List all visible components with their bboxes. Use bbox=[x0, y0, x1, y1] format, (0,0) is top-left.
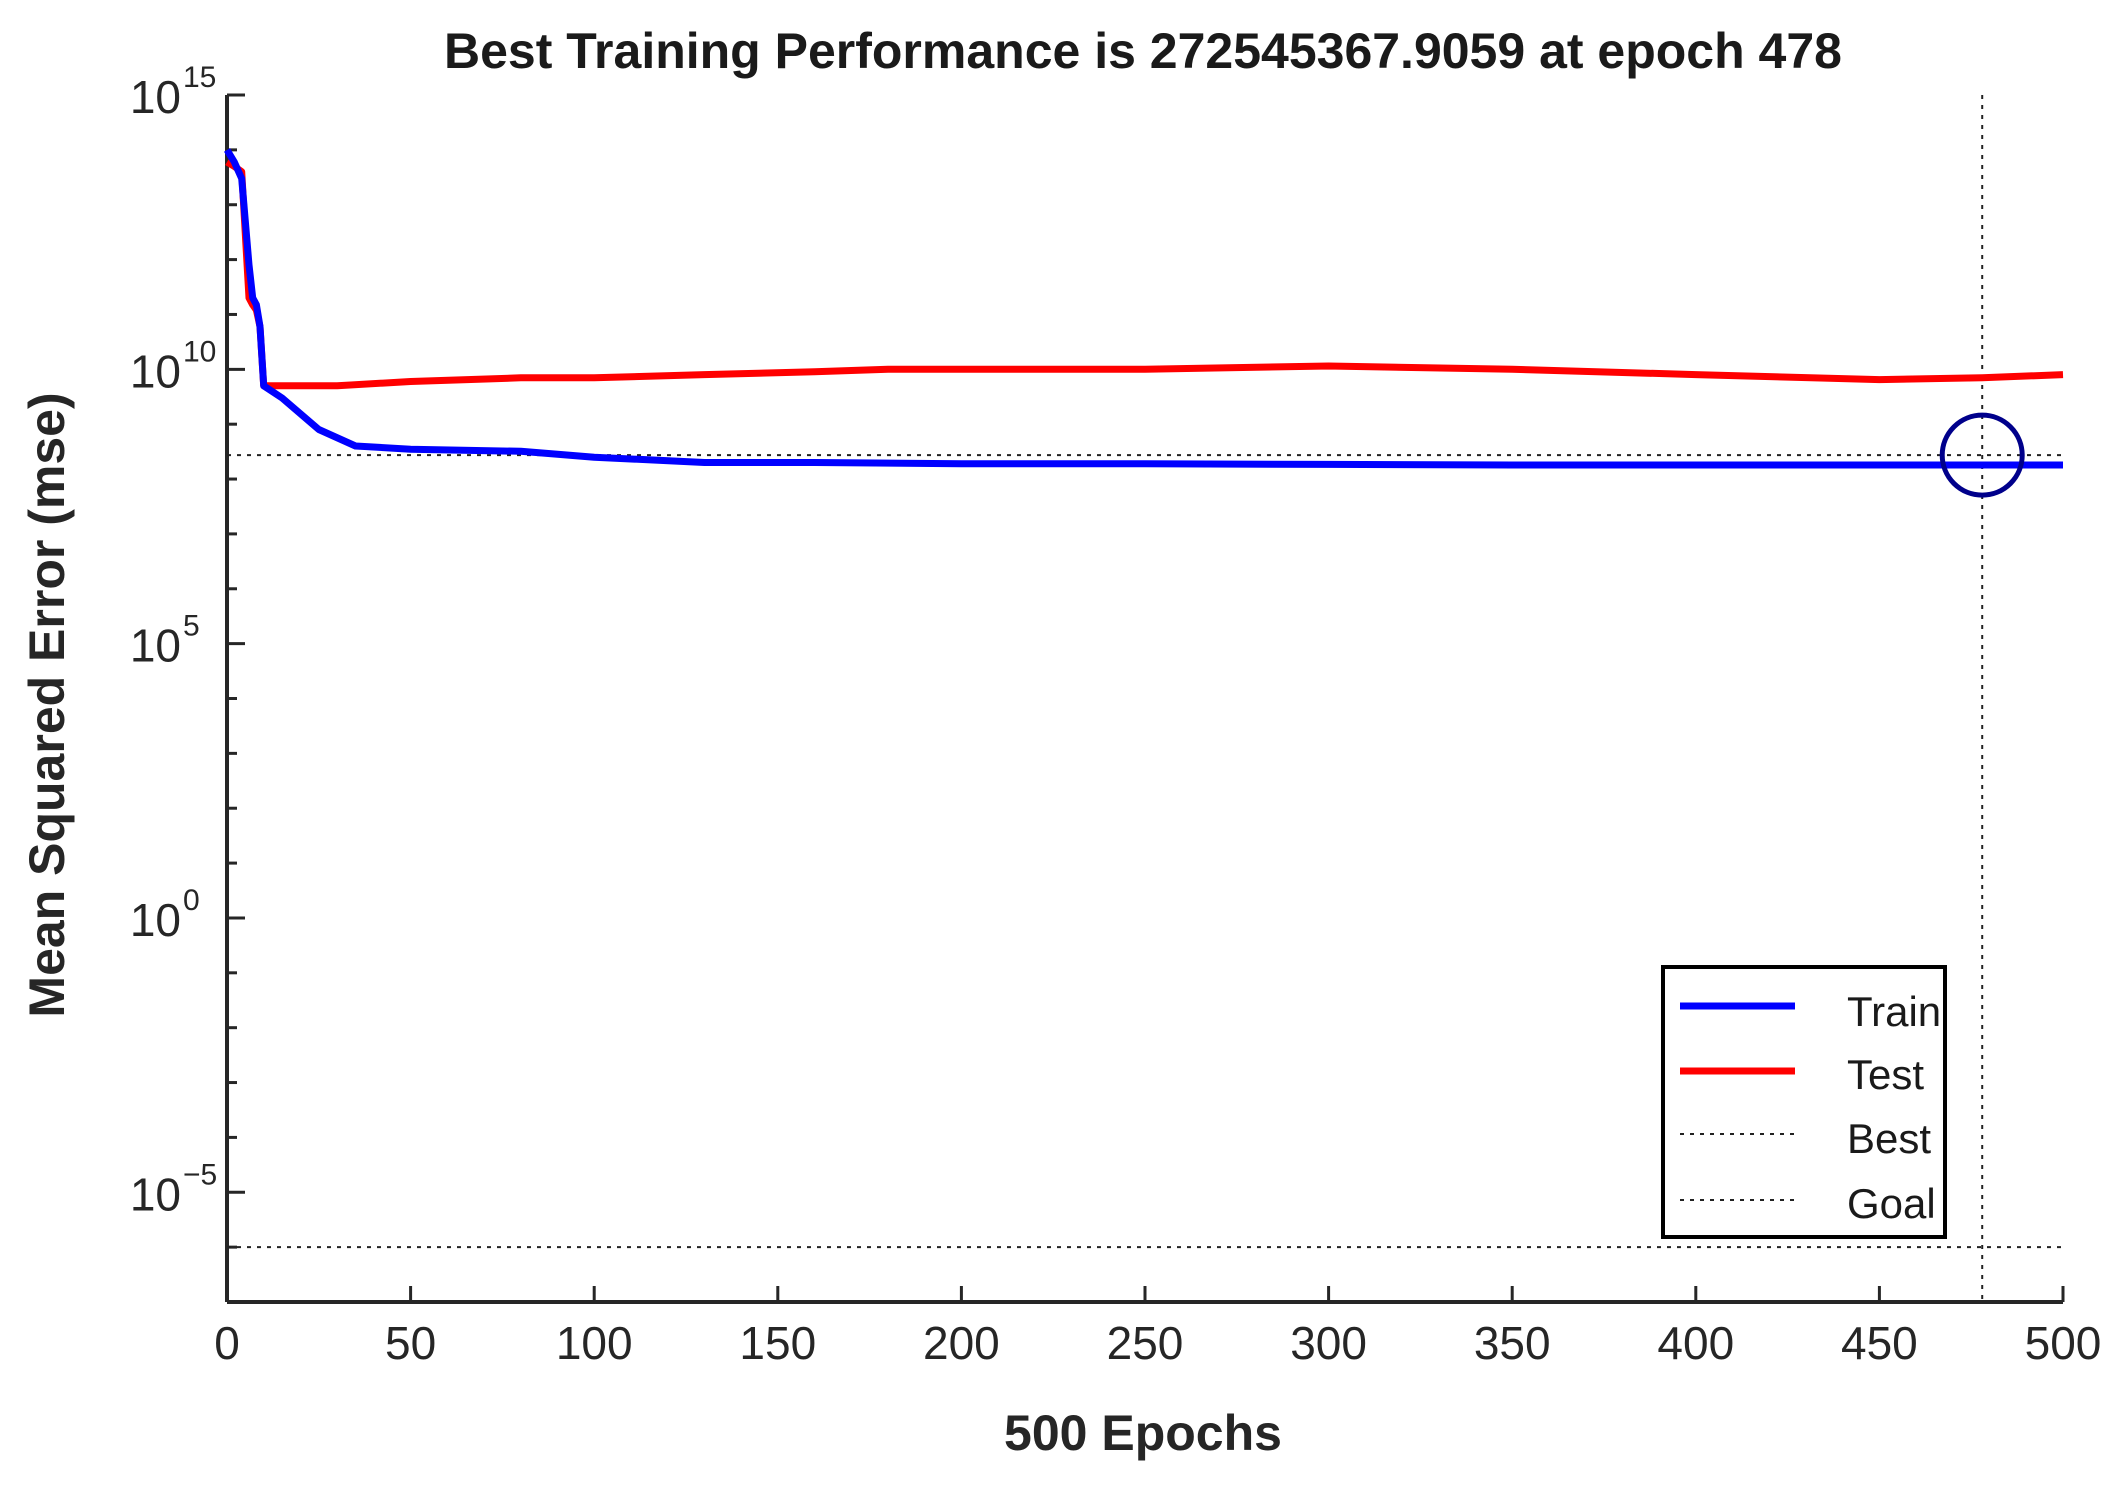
legend-test-label: Test bbox=[1847, 1051, 1924, 1098]
x-tick-label: 50 bbox=[385, 1317, 436, 1369]
y-tick-label: 10 bbox=[130, 71, 181, 123]
legend-best-label: Best bbox=[1847, 1115, 1931, 1162]
x-tick-label: 400 bbox=[1657, 1317, 1734, 1369]
y-tick-label: 10 bbox=[130, 620, 181, 672]
x-tick-label: 200 bbox=[923, 1317, 1000, 1369]
x-tick-label: 300 bbox=[1290, 1317, 1367, 1369]
y-tick-exponent: 15 bbox=[183, 61, 216, 94]
x-tick-label: 100 bbox=[556, 1317, 633, 1369]
y-tick-exponent: −5 bbox=[183, 1158, 217, 1191]
y-tick-exponent: 5 bbox=[183, 610, 200, 643]
legend-goal-label: Goal bbox=[1847, 1180, 1936, 1227]
x-tick-label: 450 bbox=[1841, 1317, 1918, 1369]
x-tick-label: 350 bbox=[1474, 1317, 1551, 1369]
y-tick-exponent: 0 bbox=[183, 884, 200, 917]
y-tick-label: 10 bbox=[130, 345, 181, 397]
legend: Train Test Best Goal bbox=[1661, 965, 1947, 1239]
y-tick-label: 10 bbox=[130, 894, 181, 946]
x-tick-label: 500 bbox=[2025, 1317, 2102, 1369]
y-tick-label: 10 bbox=[130, 1168, 181, 1220]
x-axis-label: 500 Epochs bbox=[1004, 1405, 1282, 1461]
y-axis-label: Mean Squared Error (mse) bbox=[19, 392, 75, 1017]
series-line-train bbox=[224, 148, 2063, 469]
legend-train-label: Train bbox=[1847, 988, 1941, 1035]
x-tick-label: 150 bbox=[739, 1317, 816, 1369]
x-tick-label: 250 bbox=[1107, 1317, 1184, 1369]
chart-title: Best Training Performance is 272545367.9… bbox=[444, 23, 1842, 79]
legend-box bbox=[1661, 965, 1947, 1239]
x-tick-label: 0 bbox=[214, 1317, 240, 1369]
y-tick-exponent: 10 bbox=[183, 335, 216, 368]
best-marker bbox=[1939, 412, 2025, 498]
